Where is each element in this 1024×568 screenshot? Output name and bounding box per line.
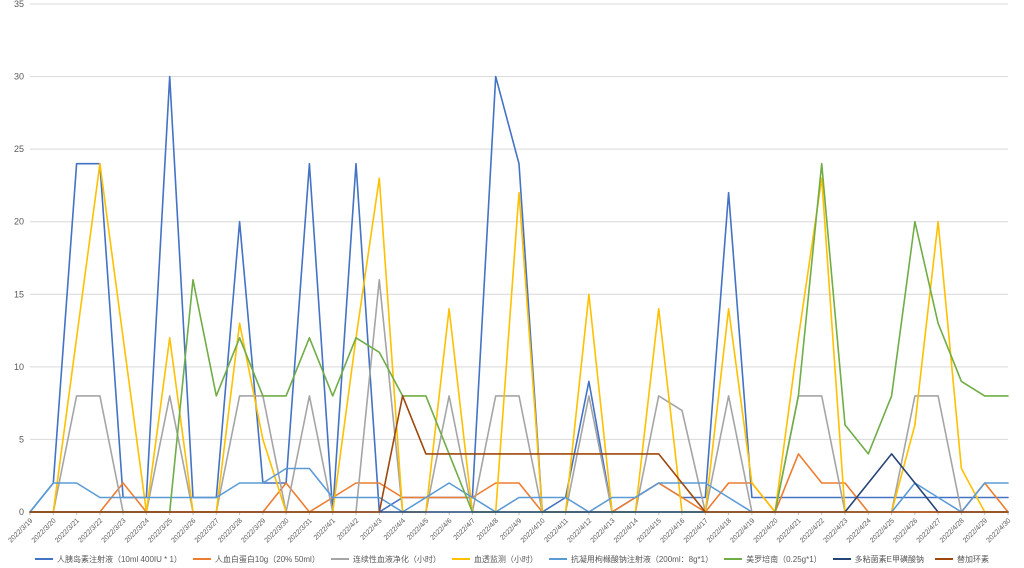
x-axis-label: 2022/4/8 [476, 517, 500, 541]
x-axis-label: 2022/4/10 [520, 517, 547, 544]
legend-label: 替加环素 [957, 554, 990, 564]
legend-item: 人胰岛素注射液（10ml 400IU * 1） [34, 554, 182, 565]
legend-swatch [935, 558, 954, 560]
legend-swatch [832, 558, 851, 560]
y-axis-label: 25 [14, 144, 24, 154]
x-axis-label: 2022/3/31 [287, 517, 314, 544]
legend-swatch [192, 558, 211, 560]
legend-label: 血透监测（小时） [473, 554, 538, 564]
series-line [29, 395, 1009, 513]
legend-item: 多粘菌素E甲磺酸钠 [832, 554, 925, 565]
x-axis-label: 2022/4/1 [313, 517, 337, 541]
legend-item: 血透监测（小时） [451, 554, 538, 565]
x-axis-label: 2022/4/2 [336, 517, 360, 541]
legend-label: 连续性血液净化（小时） [352, 554, 441, 564]
legend: 人胰岛素注射液（10ml 400IU * 1） 人血白蛋白10g（20% 50ml… [0, 552, 1024, 566]
y-axis-label: 0 [19, 507, 24, 517]
legend-swatch [34, 558, 53, 560]
y-axis-label: 10 [14, 362, 24, 372]
legend-label: 抗凝用枸橼酸钠注射液（200ml：8g*1） [570, 554, 714, 564]
x-axis-label: 2022/4/4 [383, 517, 407, 541]
legend-swatch [724, 558, 743, 560]
legend-label: 人血白蛋白10g（20% 50ml） [214, 554, 320, 564]
x-axis-label: 2022/4/7 [453, 517, 477, 541]
legend-item: 人血白蛋白10g（20% 50ml） [192, 554, 320, 565]
legend-label: 人胰岛素注射液（10ml 400IU * 1） [56, 554, 182, 564]
y-axis-label: 20 [14, 217, 24, 227]
legend-swatch [330, 558, 349, 560]
legend-swatch [451, 558, 470, 560]
y-axis-label: 30 [14, 72, 24, 82]
legend-item: 替加环素 [935, 554, 989, 565]
series-line [29, 453, 1009, 513]
y-axis-label: 35 [14, 0, 24, 9]
x-axis-label: 2022/4/30 [985, 517, 1012, 544]
legend-item: 美罗培南（0.25g*1） [724, 554, 822, 565]
x-axis-label: 2022/4/5 [406, 517, 430, 541]
legend-swatch [548, 558, 567, 560]
series-line [29, 467, 1009, 513]
legend-label: 多粘菌素E甲磺酸钠 [854, 554, 925, 564]
y-axis-label: 15 [14, 289, 24, 299]
legend-item: 抗凝用枸橼酸钠注射液（200ml：8g*1） [548, 554, 714, 565]
x-axis-label: 2022/4/6 [429, 517, 453, 541]
y-axis-label: 5 [19, 434, 24, 444]
x-axis-label: 2022/4/3 [359, 517, 383, 541]
legend-label: 美罗培南（0.25g*1） [746, 554, 822, 564]
legend-item: 连续性血液净化（小时） [330, 554, 441, 565]
